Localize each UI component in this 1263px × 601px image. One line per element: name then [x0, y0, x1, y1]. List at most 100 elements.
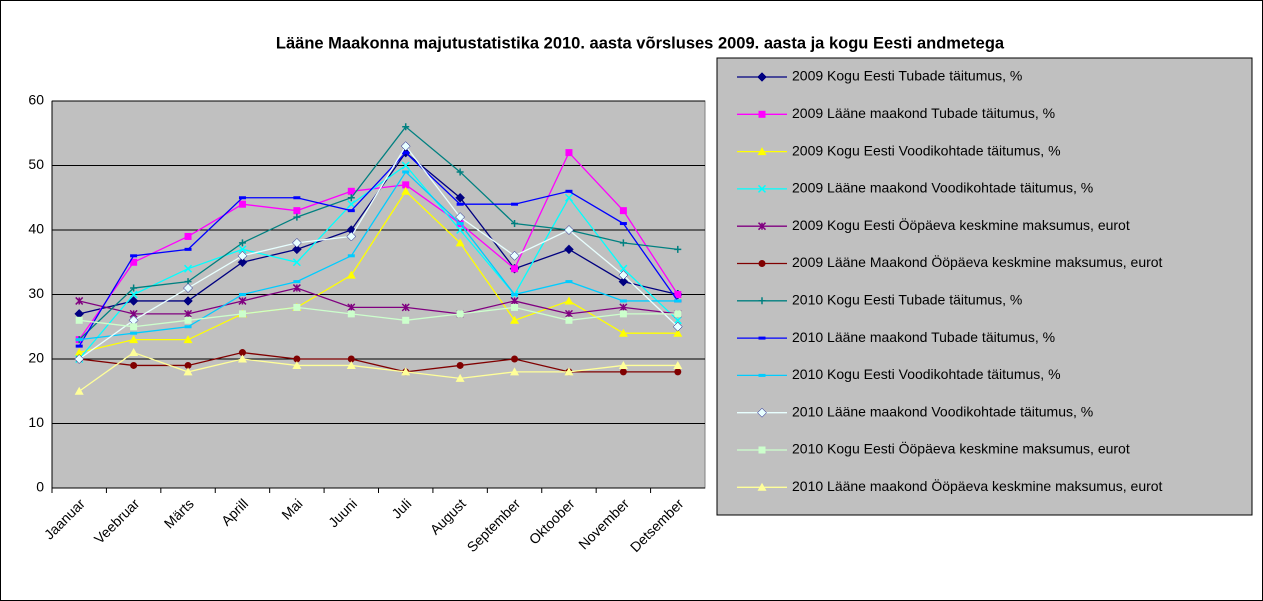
data-point — [401, 367, 411, 376]
data-point — [401, 161, 410, 170]
data-point — [75, 296, 84, 305]
data-point — [619, 368, 627, 376]
data-point — [673, 360, 683, 369]
legend-label: 2010 Kogu Eesti Ööpäeva keskmine maksumu… — [792, 440, 1130, 457]
legend-marker — [758, 336, 766, 340]
data-point — [401, 186, 411, 195]
data-point — [75, 316, 83, 324]
legend-marker — [758, 110, 766, 118]
data-point — [618, 328, 628, 337]
data-point — [347, 310, 355, 318]
data-point — [619, 310, 627, 318]
data-point — [673, 316, 682, 325]
data-point — [456, 222, 464, 226]
data-point — [129, 335, 139, 344]
data-point — [674, 299, 682, 303]
data-point — [510, 296, 519, 305]
data-point — [565, 316, 573, 324]
data-point — [347, 303, 356, 312]
data-point — [293, 196, 301, 200]
data-point — [128, 296, 139, 306]
data-point — [347, 209, 355, 213]
data-point — [74, 348, 84, 357]
legend-label: 2009 Lääne maakond Tubade täitumus, % — [792, 105, 1055, 121]
data-point — [618, 276, 629, 287]
data-point — [238, 196, 246, 200]
data-point — [456, 361, 464, 369]
data-point — [238, 349, 246, 357]
data-point — [618, 360, 628, 369]
series-line — [79, 287, 678, 315]
data-point — [511, 293, 519, 296]
data-point — [402, 151, 410, 155]
data-point — [456, 310, 464, 318]
data-point — [292, 238, 302, 248]
data-point — [456, 225, 465, 235]
data-point — [456, 168, 464, 176]
series-line — [79, 170, 678, 341]
legend-marker — [757, 482, 767, 491]
y-tick-label: 20 — [28, 350, 44, 366]
data-point — [674, 368, 682, 376]
legend-label: 2010 Kogu Eesti Tubade täitumus, % — [792, 292, 1022, 308]
data-point — [511, 355, 519, 363]
data-point — [674, 310, 682, 318]
legend-label: 2010 Lääne maakond Tubade täitumus, % — [792, 329, 1055, 345]
data-point — [238, 293, 246, 296]
data-point — [619, 303, 628, 312]
legend-label: 2009 Lääne maakond Voodikohtade täitumus… — [792, 180, 1093, 196]
data-point — [130, 254, 138, 258]
legend-marker — [757, 147, 767, 156]
data-point — [565, 280, 573, 284]
series-line — [79, 190, 678, 354]
y-tick-label: 40 — [28, 221, 44, 237]
data-point — [238, 310, 246, 318]
data-point — [510, 367, 520, 376]
y-tick-label: 50 — [28, 156, 44, 172]
series-line — [79, 351, 678, 373]
series-line — [78, 144, 679, 360]
data-point — [292, 284, 301, 293]
data-point — [184, 361, 192, 369]
data-point — [511, 220, 519, 228]
data-point — [130, 331, 138, 335]
data-point — [184, 325, 192, 329]
data-point — [292, 258, 301, 267]
data-point — [238, 296, 247, 305]
data-point — [402, 170, 410, 174]
legend-box — [716, 57, 1253, 516]
data-point — [619, 264, 628, 273]
data-point — [456, 202, 464, 206]
data-point — [455, 212, 465, 222]
data-point — [293, 280, 301, 284]
data-point — [673, 328, 683, 337]
data-point — [347, 254, 355, 258]
legend-label: 2010 Lääne maakond Ööpäeva keskmine maks… — [792, 477, 1163, 494]
data-point — [402, 316, 410, 324]
data-point — [565, 149, 573, 157]
data-point — [292, 244, 302, 255]
data-point — [346, 270, 356, 279]
data-point — [237, 257, 248, 268]
data-point — [183, 367, 193, 376]
data-point — [564, 225, 574, 235]
data-point — [511, 265, 519, 273]
data-point — [400, 141, 411, 152]
data-point — [402, 181, 410, 189]
data-point — [347, 187, 355, 195]
data-point — [672, 321, 683, 332]
data-point — [293, 303, 301, 311]
chart-title: Lääne Maakonna majutustatistika 2010. aa… — [276, 34, 1005, 52]
data-point — [565, 189, 573, 193]
data-point — [237, 250, 248, 261]
legend-marker — [758, 373, 766, 377]
data-point — [564, 296, 574, 305]
data-point — [130, 361, 138, 369]
data-point — [619, 222, 627, 226]
data-point — [455, 238, 465, 247]
data-point — [238, 200, 246, 208]
data-point — [347, 200, 356, 209]
data-point — [346, 231, 357, 242]
series-line — [78, 125, 678, 341]
data-point — [184, 232, 192, 240]
